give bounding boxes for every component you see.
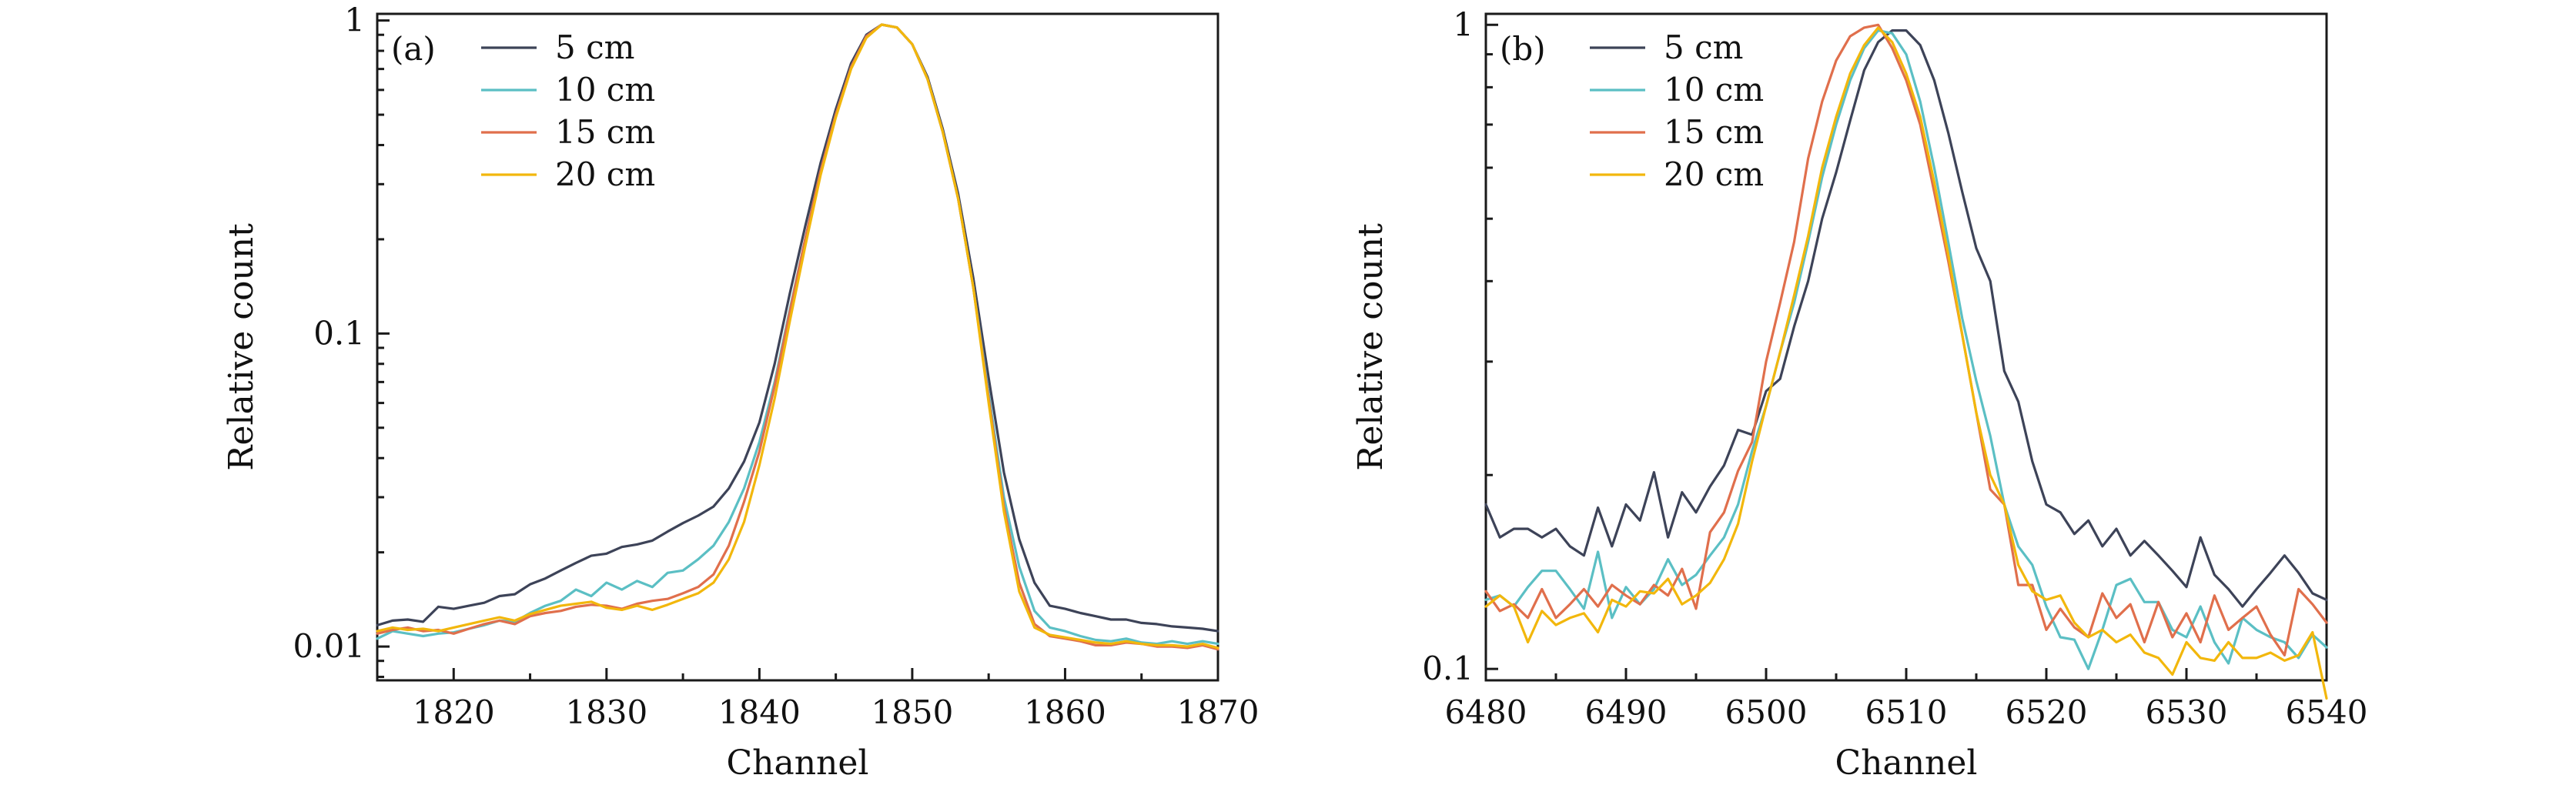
- panel-b-series-15-cm: [1484, 23, 2328, 657]
- panel-b-x-tick-label: 6490: [1585, 693, 1668, 731]
- panel-b-x-tick-label: 6520: [2006, 693, 2088, 731]
- panel-a-x-tick-label: 1830: [565, 693, 647, 731]
- panel-a-legend-label: 15 cm: [555, 113, 655, 151]
- panel-a-x-tick-label: 1820: [413, 693, 495, 731]
- panel-b-series: [1484, 23, 2328, 700]
- panel-a-y-axis-label: Relative count: [222, 223, 261, 471]
- panel-a-y-tick-label: 1: [344, 2, 365, 39]
- panel-a-series-5-cm: [376, 23, 1219, 633]
- panel-b-y-tick-label: 1: [1453, 5, 1474, 43]
- panel-b: 6480 6490 6500 6510 6520 6530 6540 0.1 1 (b) 5 c…: [1351, 5, 2367, 783]
- panel-b-series-10-cm: [1484, 28, 2328, 670]
- panel-a-x-axis-label: Channel: [726, 743, 868, 783]
- panel-a-label: (a): [391, 30, 436, 68]
- panel-b-x-tick-label: 6500: [1725, 693, 1808, 731]
- panel-b-series-5-cm: [1484, 28, 2328, 608]
- panel-b-x-axis-label: Channel: [1835, 743, 1977, 783]
- panel-b-y-tick-label: 0.1: [1422, 650, 1474, 687]
- panel-a-x-tick-label: 1840: [718, 693, 801, 731]
- panel-a-legend-label: 5 cm: [555, 28, 634, 66]
- panel-a-x-tick-label: 1860: [1024, 693, 1106, 731]
- panel-b-legend-label: 5 cm: [1664, 28, 1743, 66]
- panel-b-y-axis-label: Relative count: [1351, 223, 1390, 471]
- panel-b-legend: 5 cm 10 cm 15 cm 20 cm: [1590, 28, 1764, 193]
- panel-b-label: (b): [1500, 30, 1546, 68]
- panel-b-legend-label: 15 cm: [1664, 113, 1764, 151]
- panel-a-series-15-cm: [376, 23, 1219, 651]
- panel-b-x-tick-label: 6540: [2286, 693, 2368, 731]
- panel-a-x-tick-label: 1850: [871, 693, 953, 731]
- panel-b-ticks: 6480 6490 6500 6510 6520 6530 6540 0.1 1: [1422, 5, 2367, 731]
- panel-b-x-tick-label: 6510: [1865, 693, 1948, 731]
- panel-a-legend-label: 20 cm: [555, 155, 655, 193]
- panel-a-legend-label: 10 cm: [555, 71, 655, 109]
- panel-b-legend-label: 10 cm: [1664, 71, 1764, 109]
- panel-a-series-20-cm: [376, 23, 1219, 650]
- panel-a-x-tick-label: 1870: [1177, 693, 1260, 731]
- panel-b-x-tick-label: 6530: [2146, 693, 2228, 731]
- panel-b-x-tick-label: 6480: [1445, 693, 1527, 731]
- panel-a-y-tick-label: 0.01: [293, 627, 365, 665]
- panel-b-series-20-cm: [1484, 26, 2328, 700]
- panel-a-series: [376, 23, 1219, 651]
- panel-b-legend-label: 20 cm: [1664, 155, 1764, 193]
- panel-a-y-tick-label: 0.1: [313, 314, 365, 352]
- panel-a: 1820 1830 1840 1850 1860 1870 0.01 0.1 1 (a) 5 c…: [222, 2, 1259, 783]
- panel-a-legend: 5 cm 10 cm 15 cm 20 cm: [481, 28, 655, 193]
- panel-a-ticks: 1820 1830 1840 1850 1860 1870 0.01 0.1 1: [293, 2, 1259, 731]
